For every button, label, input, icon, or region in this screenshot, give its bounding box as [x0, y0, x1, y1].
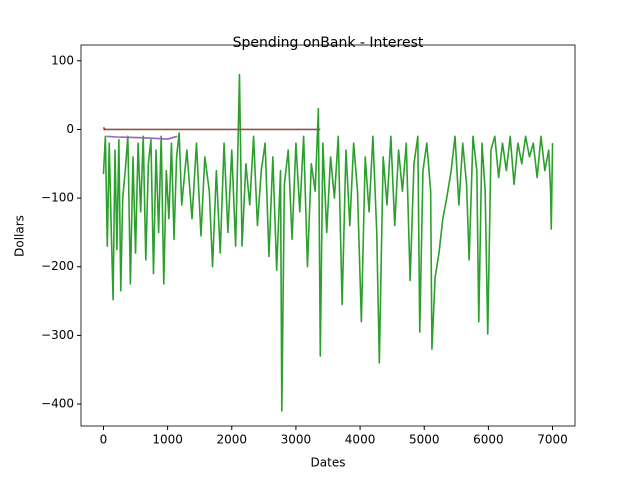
data-line — [102, 73, 554, 412]
x-tick-label: 2000 — [216, 433, 247, 447]
chart-title: Spending onBank - Interest — [233, 35, 424, 51]
x-tick-label: 7000 — [537, 433, 568, 447]
x-axis-label: Dates — [311, 456, 346, 470]
y-tick-label: −100 — [41, 191, 74, 205]
x-tick-label: 0 — [100, 433, 108, 447]
plot-frame — [80, 44, 576, 427]
data-line — [106, 135, 178, 140]
data-line — [102, 126, 107, 131]
y-tick-label: −400 — [41, 397, 74, 411]
y-tick-label: 0 — [66, 122, 74, 136]
y-tick-label: 100 — [51, 53, 74, 67]
x-tick-label: 6000 — [473, 433, 504, 447]
y-tick-label: −300 — [41, 328, 74, 342]
y-tick-label: −200 — [41, 259, 74, 273]
x-tick-label: 3000 — [281, 433, 312, 447]
x-tick-label: 4000 — [345, 433, 376, 447]
x-tick-label: 1000 — [152, 433, 183, 447]
x-tick-label: 5000 — [409, 433, 440, 447]
y-axis-label: Dollars — [13, 215, 27, 257]
